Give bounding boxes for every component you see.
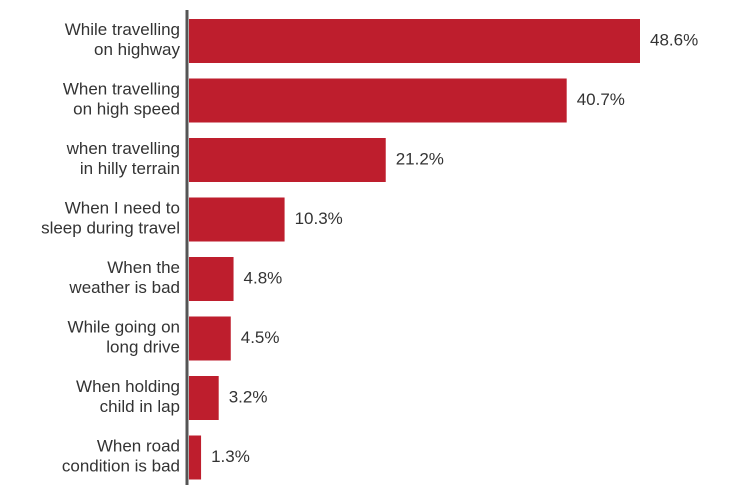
bar <box>189 316 231 361</box>
category-label: While travelling on highway <box>65 20 181 59</box>
category-label: When the weather is bad <box>68 258 180 297</box>
category-label-line: weather is bad <box>68 278 180 297</box>
value-label: 10.3% <box>295 209 343 228</box>
category-label: When I need to sleep during travel <box>41 199 180 238</box>
category-label-line: When road <box>97 437 180 456</box>
category-label-line: sleep during travel <box>41 219 180 238</box>
category-label: when travelling in hilly terrain <box>66 139 180 178</box>
category-label-line: when travelling <box>66 139 180 158</box>
category-label-line: long drive <box>106 338 180 357</box>
category-label-line: condition is bad <box>62 457 180 476</box>
bar <box>189 19 640 63</box>
value-label: 48.6% <box>650 30 698 49</box>
category-label-line: on high speed <box>73 100 180 119</box>
bar <box>189 435 202 480</box>
category-label-line: When I need to <box>65 199 180 218</box>
bar <box>189 376 219 420</box>
bar <box>189 257 234 301</box>
value-label: 40.7% <box>577 90 625 109</box>
value-label: 1.3% <box>211 447 250 466</box>
category-label-line: in hilly terrain <box>80 159 180 178</box>
bar <box>189 138 386 182</box>
category-label: When holding child in lap <box>76 377 180 416</box>
category-label-line: While going on <box>68 318 180 337</box>
category-label-line: on highway <box>94 40 181 59</box>
category-label: While going on long drive <box>68 318 180 357</box>
category-label: When travelling on high speed <box>63 80 180 119</box>
bar <box>189 78 567 123</box>
bar <box>189 197 285 242</box>
value-label: 3.2% <box>229 387 268 406</box>
category-label-line: When travelling <box>63 80 180 99</box>
value-label: 21.2% <box>396 149 444 168</box>
category-label-line: When the <box>107 258 180 277</box>
category-label-line: When holding <box>76 377 180 396</box>
category-label-line: child in lap <box>100 397 180 416</box>
category-label: When road condition is bad <box>62 437 180 476</box>
value-label: 4.8% <box>244 268 283 287</box>
value-label: 4.5% <box>241 328 280 347</box>
category-label-line: While travelling <box>65 20 180 39</box>
